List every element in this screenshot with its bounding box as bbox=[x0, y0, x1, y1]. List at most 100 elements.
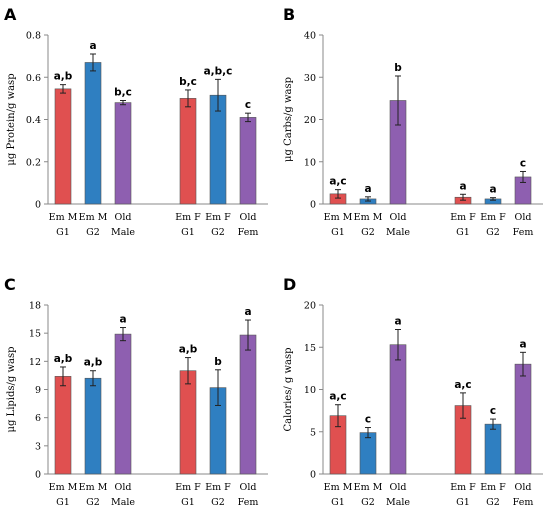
y-axis-label: μg Lipids/g wasp bbox=[6, 346, 17, 432]
y-tick-label: 0.2 bbox=[26, 157, 41, 168]
category-label-line1: Old bbox=[115, 212, 132, 223]
panel-label: C bbox=[4, 275, 16, 294]
significance-letter: a bbox=[119, 314, 126, 326]
category-label-line1: Old bbox=[115, 482, 132, 493]
category-label-line2: Male bbox=[386, 227, 410, 238]
significance-letter: a,c bbox=[454, 379, 471, 391]
category-label-line2: G1 bbox=[181, 497, 195, 508]
y-tick-label: 0 bbox=[310, 200, 316, 211]
y-tick-label: 0.4 bbox=[26, 115, 41, 126]
category-label-line2: Fem bbox=[513, 227, 534, 238]
panel-label: D bbox=[283, 275, 296, 294]
category-label-line1: Em F bbox=[480, 482, 506, 493]
panel-d: D 0 5 10 15 20 Calories/ g wasp a,c Em M G1 c Em M G… bbox=[283, 275, 543, 508]
category-label-line2: G2 bbox=[86, 227, 100, 238]
significance-letter: b,c bbox=[114, 86, 132, 98]
bar bbox=[239, 334, 257, 475]
bar bbox=[359, 432, 377, 475]
category-label-line1: Old bbox=[515, 482, 532, 493]
y-tick-label: 12 bbox=[29, 357, 41, 368]
category-label-line1: Em M bbox=[324, 482, 353, 493]
significance-letter: a,c bbox=[329, 176, 346, 188]
bar bbox=[239, 117, 257, 205]
bar bbox=[179, 98, 197, 205]
bar bbox=[54, 376, 72, 475]
significance-letter: a,b bbox=[54, 353, 73, 365]
category-label-line1: Em M bbox=[354, 212, 383, 223]
y-tick-label: 18 bbox=[29, 301, 41, 312]
significance-letter: c bbox=[520, 157, 526, 169]
y-tick-label: 0.8 bbox=[26, 31, 41, 42]
category-label-line1: Em M bbox=[49, 212, 78, 223]
y-axis-label: μg Carbs/g wasp bbox=[283, 77, 294, 162]
category-label-line2: Male bbox=[111, 227, 135, 238]
category-label-line1: Old bbox=[240, 482, 257, 493]
y-tick-label: 0 bbox=[35, 470, 41, 481]
bar bbox=[114, 333, 132, 475]
category-label-line1: Em F bbox=[480, 212, 506, 223]
category-label-line1: Em M bbox=[354, 482, 383, 493]
bar bbox=[514, 363, 532, 475]
y-tick-label: 0.6 bbox=[26, 73, 41, 84]
category-label-line2: G2 bbox=[361, 227, 375, 238]
category-label-line2: G1 bbox=[456, 497, 470, 508]
panel-b: B 0 10 20 30 40 μg Carbs/g wasp a,c Em M G1 a Em M G… bbox=[283, 5, 543, 238]
category-label-line2: G1 bbox=[456, 227, 470, 238]
y-tick-label: 10 bbox=[304, 157, 316, 168]
panel-c: C 0 3 6 9 12 15 18 μg Lipids/g wasp a,b Em M G1 a,b E… bbox=[4, 275, 268, 508]
y-tick-label: 9 bbox=[35, 385, 41, 396]
category-label-line1: Em M bbox=[79, 482, 108, 493]
category-label-line2: G2 bbox=[211, 497, 225, 508]
category-label-line1: Old bbox=[390, 482, 407, 493]
category-label-line1: Em F bbox=[450, 212, 476, 223]
y-tick-label: 6 bbox=[35, 413, 41, 424]
category-label-line2: G2 bbox=[211, 227, 225, 238]
category-label-line1: Em F bbox=[205, 212, 231, 223]
category-label-line2: Male bbox=[111, 497, 135, 508]
category-label-line1: Em M bbox=[324, 212, 353, 223]
y-tick-label: 40 bbox=[304, 31, 316, 42]
significance-letter: a bbox=[394, 316, 401, 328]
bar bbox=[114, 102, 132, 205]
significance-letter: a bbox=[459, 180, 466, 192]
category-label-line1: Em F bbox=[175, 212, 201, 223]
bar bbox=[484, 423, 502, 475]
significance-letter: a,b bbox=[179, 344, 198, 356]
category-label-line2: Fem bbox=[513, 497, 534, 508]
y-tick-label: 30 bbox=[304, 73, 316, 84]
category-label-line2: G1 bbox=[331, 497, 345, 508]
significance-letter: a,b,c bbox=[204, 65, 233, 77]
significance-letter: b bbox=[214, 356, 222, 368]
panel-label: B bbox=[283, 5, 295, 24]
category-label-line1: Em M bbox=[79, 212, 108, 223]
y-tick-label: 0 bbox=[310, 470, 316, 481]
y-axis-label: μg Protein/g wasp bbox=[6, 73, 17, 165]
y-tick-label: 20 bbox=[304, 301, 316, 312]
bar bbox=[179, 370, 197, 475]
y-tick-label: 3 bbox=[35, 441, 41, 452]
category-label-line2: Male bbox=[386, 497, 410, 508]
category-label-line1: Old bbox=[390, 212, 407, 223]
bar bbox=[84, 377, 102, 475]
category-label-line2: Fem bbox=[238, 227, 259, 238]
category-label-line1: Em M bbox=[49, 482, 78, 493]
category-label-line1: Old bbox=[240, 212, 257, 223]
bar bbox=[54, 88, 72, 205]
category-label-line1: Em F bbox=[175, 482, 201, 493]
category-label-line2: G2 bbox=[86, 497, 100, 508]
significance-letter: a bbox=[364, 183, 371, 195]
significance-letter: a,b bbox=[54, 71, 73, 83]
significance-letter: a bbox=[519, 338, 526, 350]
significance-letter: a,b bbox=[84, 357, 103, 369]
panel-a: A 0 0.2 0.4 0.6 0.8 μg Protein/g wasp a,b Em M G1… bbox=[4, 5, 268, 238]
category-label-line1: Em F bbox=[205, 482, 231, 493]
y-tick-label: 0 bbox=[35, 200, 41, 211]
category-label-line2: G1 bbox=[331, 227, 345, 238]
bar bbox=[84, 62, 102, 205]
category-label-line2: G1 bbox=[181, 227, 195, 238]
category-label-line2: G2 bbox=[361, 497, 375, 508]
significance-letter: a,c bbox=[329, 391, 346, 403]
category-label-line2: G2 bbox=[486, 227, 500, 238]
category-label-line1: Em F bbox=[450, 482, 476, 493]
